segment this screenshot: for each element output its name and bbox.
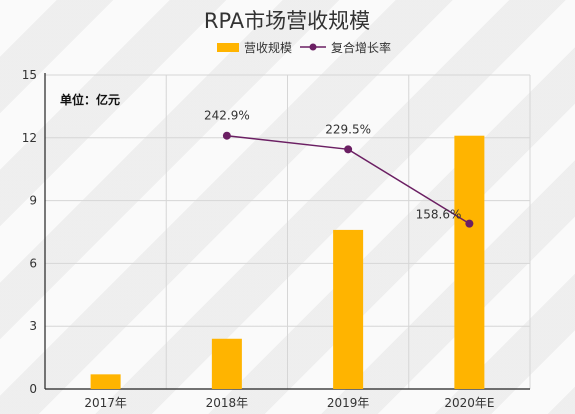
y-tick-label: 3 <box>29 319 37 333</box>
rate-point <box>465 219 474 228</box>
rate-label: 242.9% <box>204 109 250 123</box>
y-tick-label: 0 <box>29 382 37 396</box>
y-tick-label: 12 <box>22 131 37 145</box>
rate-line <box>222 131 474 228</box>
grid <box>44 73 531 390</box>
y-tick-labels: 0 3 6 9 12 15 <box>22 68 37 396</box>
rate-point <box>344 145 353 154</box>
rate-label: 158.6% <box>416 208 462 222</box>
y-tick-label: 9 <box>29 194 37 208</box>
legend-swatch-marker <box>309 43 317 51</box>
x-tick-label: 2018年 <box>206 396 249 410</box>
rate-labels: 242.9% 229.5% 158.6% <box>204 109 461 222</box>
bar <box>454 135 485 389</box>
x-tick-label: 2017年 <box>84 396 127 410</box>
y-tick-label: 15 <box>22 68 37 82</box>
legend: 营收规模 复合增长率 <box>217 40 391 55</box>
x-tick-label: 2019年 <box>327 396 370 410</box>
legend-label-line: 复合增长率 <box>331 40 391 55</box>
y-tick-label: 6 <box>29 256 37 270</box>
legend-swatch-bar <box>217 43 239 52</box>
x-tick-label: 2020年E <box>444 396 494 410</box>
unit-label: 单位：亿元 <box>60 92 120 107</box>
rate-label: 229.5% <box>325 122 371 136</box>
x-tick-labels: 2017年 2018年 2019年 2020年E <box>84 396 494 410</box>
rate-point <box>222 131 231 140</box>
bar <box>90 374 121 389</box>
chart-title: RPA市场营收规模 <box>204 9 370 33</box>
bars <box>90 135 485 389</box>
bar <box>333 229 364 389</box>
legend-label-bar: 营收规模 <box>244 40 292 55</box>
bar <box>211 338 242 389</box>
